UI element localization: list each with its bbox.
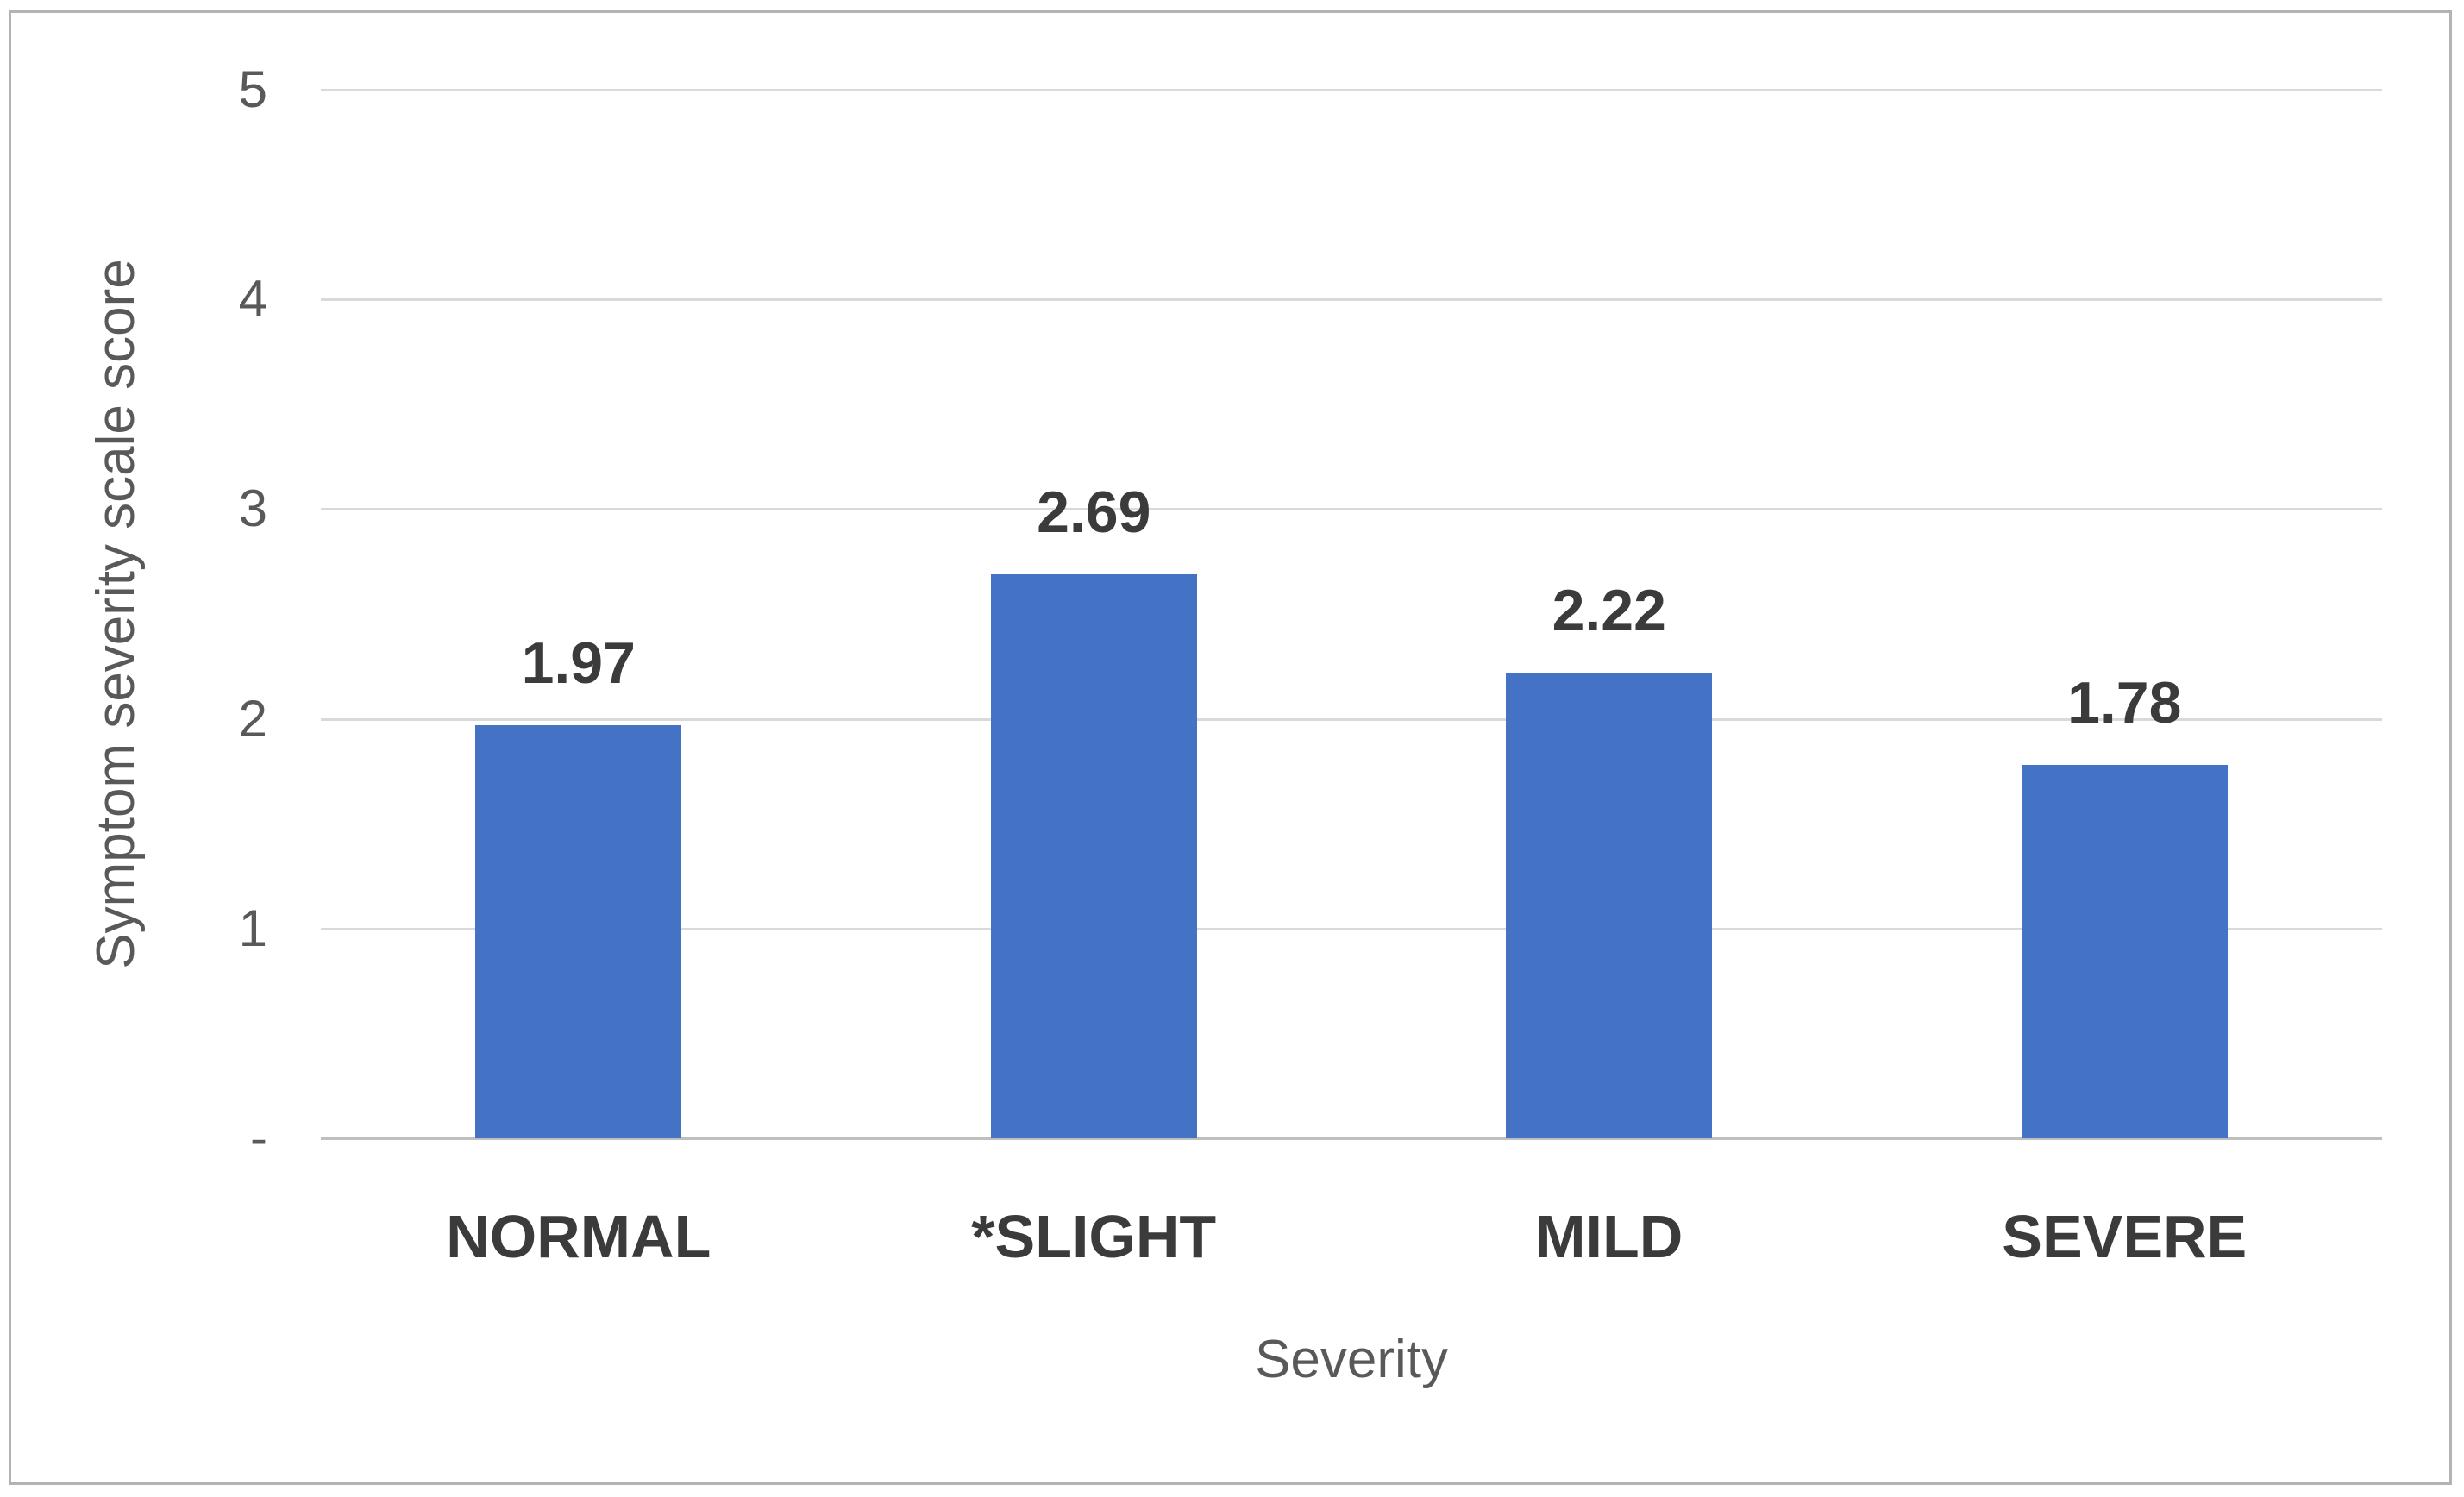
y-tick-label: 5 xyxy=(238,60,267,118)
y-gridline xyxy=(321,508,2382,511)
bar-value-label: 1.97 xyxy=(521,629,636,696)
y-gridline xyxy=(321,717,2382,721)
bar-normal[interactable] xyxy=(475,724,682,1138)
x-category-label: NORMAL xyxy=(446,1203,712,1270)
bar-severe[interactable] xyxy=(2021,765,2228,1138)
bar-slight[interactable] xyxy=(990,573,1197,1138)
x-axis-line xyxy=(321,1137,2382,1140)
bar-value-label: 2.69 xyxy=(1037,479,1151,545)
y-tick-label: 3 xyxy=(238,479,267,538)
x-category-label: MILD xyxy=(1535,1203,1683,1270)
bar-mild[interactable] xyxy=(1506,673,1713,1138)
y-axis-title: Symptom severity scale score xyxy=(86,259,146,969)
y-gridline xyxy=(321,89,2382,91)
y-gridline xyxy=(321,298,2382,302)
y-tick-label: - xyxy=(250,1109,267,1167)
x-category-label: *SLIGHT xyxy=(971,1203,1217,1270)
y-tick-label: 1 xyxy=(238,899,267,957)
bar-value-label: 2.22 xyxy=(1552,578,1666,644)
bar-value-label: 1.78 xyxy=(2067,670,2182,736)
y-gridline xyxy=(321,927,2382,930)
x-category-label: SEVERE xyxy=(2002,1203,2248,1270)
x-axis-title: Severity xyxy=(1255,1330,1448,1389)
y-tick-label: 2 xyxy=(238,689,267,748)
y-tick-label: 4 xyxy=(238,270,267,329)
